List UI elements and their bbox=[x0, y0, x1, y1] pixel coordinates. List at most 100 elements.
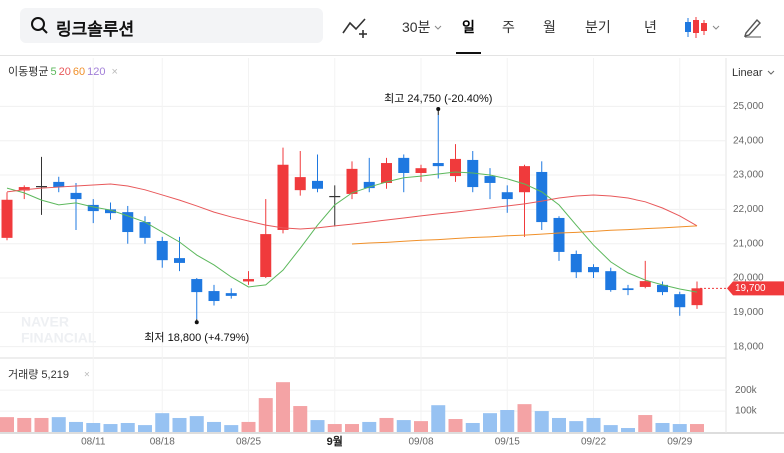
volume-tick-label: 200k bbox=[735, 385, 758, 396]
period-tab[interactable]: 일 bbox=[456, 19, 481, 54]
volume-bar bbox=[690, 424, 704, 432]
chevron bbox=[435, 25, 442, 30]
volume-bar bbox=[172, 417, 187, 432]
volume-bar bbox=[396, 420, 411, 432]
volume-close[interactable]: × bbox=[84, 370, 90, 381]
annotation: 최저 18,800 (+4.79%) bbox=[144, 331, 249, 344]
volume-bar bbox=[276, 382, 290, 432]
x-tick-label: 09/29 bbox=[667, 437, 692, 448]
candle-body bbox=[36, 186, 47, 188]
x-tick-label: 9월 bbox=[327, 434, 343, 448]
ma-legend-item: 60 bbox=[72, 66, 86, 78]
volume-bar bbox=[138, 425, 152, 432]
period-tab[interactable]: 년 bbox=[644, 19, 657, 35]
y-tick-label: 21,000 bbox=[733, 238, 764, 249]
candle-body bbox=[605, 271, 617, 291]
candle-body bbox=[260, 234, 272, 277]
x-tick-label: 09/08 bbox=[408, 437, 433, 448]
candle-body bbox=[639, 281, 651, 287]
volume-bar bbox=[517, 404, 532, 432]
scale-chevron bbox=[767, 70, 775, 75]
ma-line bbox=[6, 183, 698, 230]
candle-body bbox=[570, 253, 582, 273]
period-tab[interactable]: 분기 bbox=[585, 19, 611, 35]
current-price-tag bbox=[727, 281, 784, 296]
scale-label[interactable]: Linear bbox=[732, 67, 763, 79]
volume-bar bbox=[655, 422, 670, 432]
x-tick-label: 09/15 bbox=[495, 437, 520, 448]
annotation-dot bbox=[194, 320, 199, 325]
candle-body bbox=[622, 288, 634, 291]
candle-body bbox=[53, 181, 65, 188]
candle-body bbox=[208, 291, 220, 302]
candle-body bbox=[243, 279, 254, 282]
candle-body bbox=[674, 294, 686, 308]
y-tick-label: 23,000 bbox=[733, 170, 764, 181]
x-tick-label: 08/18 bbox=[150, 437, 175, 448]
volume-bar bbox=[448, 419, 463, 432]
volume-bar bbox=[293, 406, 308, 432]
volume-bar bbox=[362, 421, 377, 432]
volume-title: 거래량 5,219 bbox=[8, 368, 69, 381]
period-tab[interactable]: 주 bbox=[502, 19, 515, 35]
candle-body bbox=[519, 166, 530, 193]
y-tick-label: 18,000 bbox=[733, 341, 764, 352]
candle-body bbox=[450, 158, 461, 177]
candle-body bbox=[467, 159, 479, 188]
drawing-icon[interactable] bbox=[341, 15, 369, 39]
search-box[interactable]: 링크솔루션 bbox=[20, 8, 323, 43]
candle-body bbox=[588, 267, 599, 273]
volume-bar bbox=[103, 424, 118, 432]
candle-body bbox=[18, 187, 30, 191]
volume-bar bbox=[552, 417, 566, 432]
volume-tick-label: 100k bbox=[735, 406, 758, 417]
volume-bar bbox=[534, 411, 549, 432]
ma-legend-close[interactable]: × bbox=[111, 66, 118, 78]
candle-body bbox=[225, 293, 237, 296]
candle-body bbox=[312, 180, 323, 189]
search-text: 링크솔루션 bbox=[56, 20, 135, 39]
candle-body bbox=[1, 199, 13, 238]
period-tab[interactable]: 월 bbox=[543, 19, 556, 35]
ma-line bbox=[351, 225, 698, 245]
candle-body bbox=[156, 240, 168, 261]
volume-bar bbox=[258, 398, 273, 432]
volume-bar bbox=[586, 417, 601, 432]
candle-body bbox=[657, 284, 668, 293]
volume-bar bbox=[241, 421, 256, 432]
candle-body bbox=[70, 192, 82, 200]
watermark: NAVER bbox=[21, 314, 69, 330]
ma-title: 이동평균 bbox=[8, 66, 49, 78]
volume-bar bbox=[189, 416, 204, 432]
candle-body bbox=[139, 222, 151, 238]
volume-bar bbox=[621, 428, 635, 432]
candle-body bbox=[294, 177, 306, 191]
candle-body bbox=[501, 192, 513, 200]
edit-icon[interactable] bbox=[743, 16, 763, 38]
y-tick-label: 25,000 bbox=[733, 101, 764, 112]
candle-body bbox=[536, 171, 548, 223]
candle-body bbox=[122, 212, 134, 233]
candle-body bbox=[191, 279, 203, 293]
candle-body bbox=[553, 217, 565, 252]
ma-legend-item: 5 bbox=[50, 66, 57, 78]
ma-legend-item: 120 bbox=[87, 66, 106, 78]
candle-body bbox=[432, 163, 444, 167]
volume-bar bbox=[17, 417, 32, 432]
x-tick-label: 09/22 bbox=[581, 437, 606, 448]
chart-type-icon[interactable] bbox=[684, 15, 724, 41]
volume-bar bbox=[345, 424, 359, 432]
annotation: 최고 24,750 (-20.40%) bbox=[384, 92, 492, 105]
period-tab[interactable]: 30분 bbox=[402, 17, 444, 37]
x-tick-label: 08/25 bbox=[236, 437, 261, 448]
volume-bar bbox=[86, 422, 101, 432]
candle-body bbox=[691, 288, 703, 306]
candle-body bbox=[346, 168, 358, 194]
annotation-dot bbox=[436, 106, 441, 111]
volume-bar bbox=[310, 420, 325, 432]
volume-bar bbox=[431, 405, 446, 432]
volume-bar bbox=[34, 417, 49, 432]
y-tick-label: 22,000 bbox=[733, 204, 764, 215]
